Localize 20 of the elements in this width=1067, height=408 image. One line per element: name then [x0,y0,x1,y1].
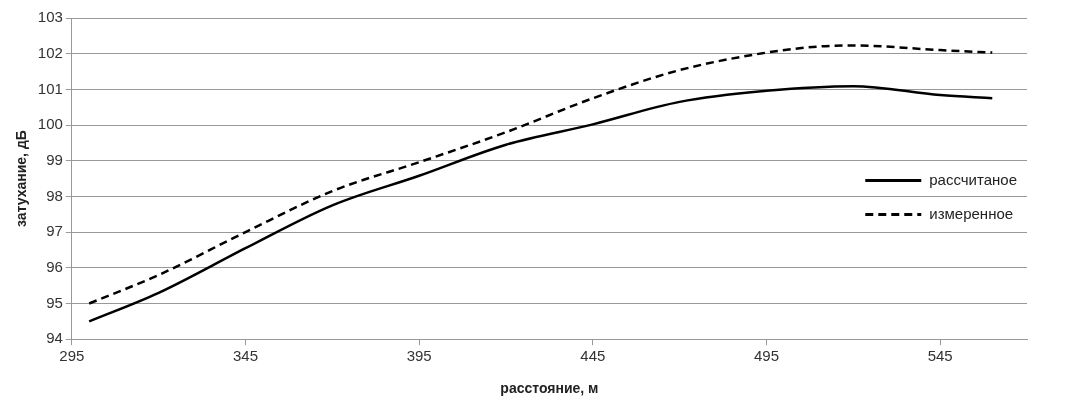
x-axis-title: расстояние, м [500,380,599,397]
y-tick-label: 95 [46,293,63,311]
x-tick-label: 295 [59,347,85,365]
y-axis-title: затухание, дБ [13,130,30,228]
x-tick-label: 395 [406,347,432,365]
y-tick-label: 94 [46,329,63,347]
x-tick-label: 545 [927,347,953,365]
x-tick-label: 345 [232,347,259,365]
y-tick-label: 99 [46,150,63,168]
legend-label: измеренное [929,204,1014,222]
y-tick-label: 102 [37,43,63,61]
legend-label: рассчитаное [929,170,1018,188]
y-tick-label: 97 [46,222,63,240]
x-tick-label: 445 [580,347,606,365]
y-tick-label: 96 [46,257,63,275]
y-tick-label: 98 [46,186,63,204]
x-tick-label: 495 [753,347,780,365]
y-tick-label: 103 [37,8,63,26]
y-tick-label: 101 [37,79,63,97]
y-tick-label: 100 [37,115,63,133]
